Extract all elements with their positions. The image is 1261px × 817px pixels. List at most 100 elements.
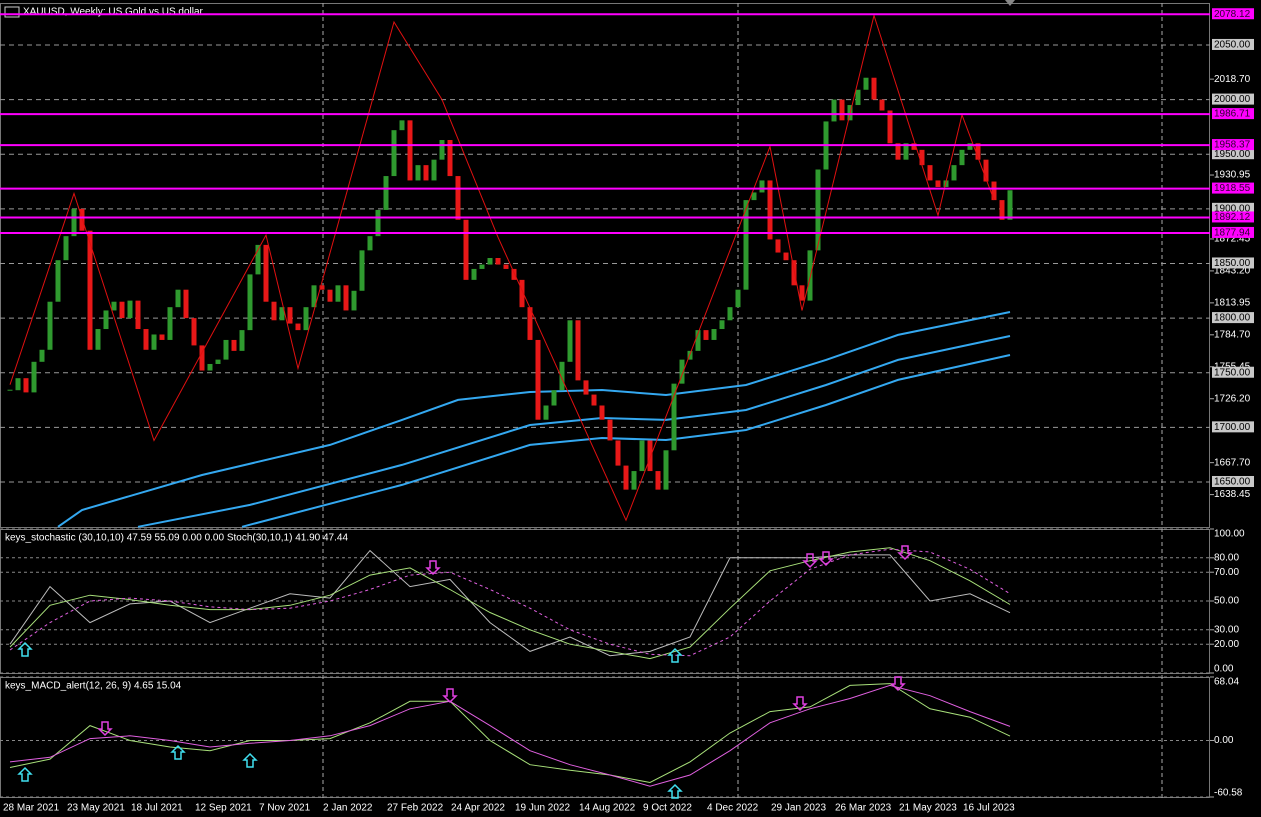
level-label-box xyxy=(1212,38,1254,50)
x-tick-label: 23 May 2021 xyxy=(67,803,125,814)
candle xyxy=(287,307,293,324)
candle xyxy=(807,250,813,301)
candle xyxy=(527,307,533,340)
candle xyxy=(839,99,845,121)
candle xyxy=(895,143,901,160)
level-label-box xyxy=(1212,475,1254,487)
signal-arrow xyxy=(802,553,818,569)
candle xyxy=(599,405,605,420)
candle xyxy=(167,307,173,340)
candle xyxy=(63,236,69,261)
horizontal-line-label-box xyxy=(1212,108,1254,120)
candle xyxy=(103,310,109,330)
y-tick-label: 1813.95 xyxy=(1214,297,1251,308)
candle xyxy=(983,159,989,182)
x-tick-label: 7 Nov 2021 xyxy=(259,803,311,814)
level-label-box xyxy=(1212,202,1254,214)
candle xyxy=(703,330,709,340)
horizontal-line-label: 1958.37 xyxy=(1214,140,1251,151)
y-tick-label: 0.00 xyxy=(1214,735,1234,746)
candle xyxy=(327,289,333,302)
horizontal-line-label: 2078.12 xyxy=(1214,9,1251,20)
candle xyxy=(543,405,549,420)
candle xyxy=(791,260,797,286)
candle xyxy=(991,181,997,201)
level-label-box xyxy=(1212,312,1254,324)
x-tick-label: 12 Sep 2021 xyxy=(195,803,252,814)
candle xyxy=(15,378,21,391)
indicator-line xyxy=(9,547,1011,660)
signal-arrow xyxy=(897,545,913,561)
signal-arrow xyxy=(17,641,33,657)
candle xyxy=(535,339,541,420)
candle xyxy=(519,279,525,308)
moving-average-band xyxy=(57,311,1011,528)
candle xyxy=(471,268,477,280)
level-label: 1950.00 xyxy=(1214,149,1251,160)
candle xyxy=(951,165,957,181)
candle xyxy=(887,110,893,144)
level-label: 1900.00 xyxy=(1214,203,1251,214)
x-tick-label: 27 Feb 2022 xyxy=(387,803,444,814)
moving-average-band xyxy=(137,335,1011,528)
candle xyxy=(495,258,501,265)
horizontal-line-label-box xyxy=(1212,139,1254,151)
y-tick-label: 30.00 xyxy=(1214,624,1239,635)
candle xyxy=(87,230,93,350)
candle xyxy=(255,244,261,275)
candle xyxy=(743,200,749,290)
level-label: 1650.00 xyxy=(1214,477,1251,488)
candle xyxy=(903,143,909,160)
y-tick-label: 100.00 xyxy=(1214,529,1245,540)
candle xyxy=(191,318,197,346)
candle xyxy=(407,120,413,181)
y-tick-label: 1784.70 xyxy=(1214,329,1251,340)
x-tick-label: 9 Oct 2022 xyxy=(643,803,692,814)
zigzag xyxy=(9,13,995,522)
candle xyxy=(679,359,685,384)
candle xyxy=(455,176,461,220)
moving-average-band xyxy=(241,354,1011,528)
candle xyxy=(159,334,165,340)
candle xyxy=(767,180,773,240)
candle xyxy=(663,450,669,490)
candle xyxy=(271,301,277,321)
candle xyxy=(927,165,933,181)
candle xyxy=(727,307,733,321)
y-tick-label: 80.00 xyxy=(1214,552,1239,563)
candle xyxy=(783,252,789,261)
candle xyxy=(199,345,205,371)
indicator-line xyxy=(9,548,1011,657)
candle xyxy=(311,285,317,308)
candle xyxy=(607,419,613,441)
candle xyxy=(463,219,469,280)
candle xyxy=(751,192,757,201)
candle xyxy=(855,89,861,106)
candle xyxy=(215,359,221,364)
level-label: 2000.00 xyxy=(1214,94,1251,105)
candle xyxy=(447,140,453,177)
x-tick-label: 26 Mar 2023 xyxy=(835,803,892,814)
x-tick-label: 4 Dec 2022 xyxy=(707,803,759,814)
candle xyxy=(487,258,493,265)
candle xyxy=(503,264,509,269)
candle xyxy=(183,289,189,319)
candle xyxy=(695,330,701,351)
candle xyxy=(863,77,869,90)
candle xyxy=(119,301,125,319)
candle xyxy=(439,140,445,160)
horizontal-line-label: 1892.12 xyxy=(1214,212,1251,223)
level-label: 1750.00 xyxy=(1214,367,1251,378)
level-label-box xyxy=(1212,148,1254,160)
signal-arrow xyxy=(667,783,683,799)
y-tick-label: -60.58 xyxy=(1214,788,1243,799)
candle xyxy=(383,176,389,210)
candle xyxy=(719,320,725,330)
candle xyxy=(935,180,941,187)
price-pane xyxy=(0,3,1210,528)
candle xyxy=(39,349,45,362)
candle xyxy=(479,264,485,269)
chart-title: XAUUSD, Weekly: US Gold vs US dollar xyxy=(23,7,204,18)
horizontal-line-label-box xyxy=(1212,182,1254,194)
